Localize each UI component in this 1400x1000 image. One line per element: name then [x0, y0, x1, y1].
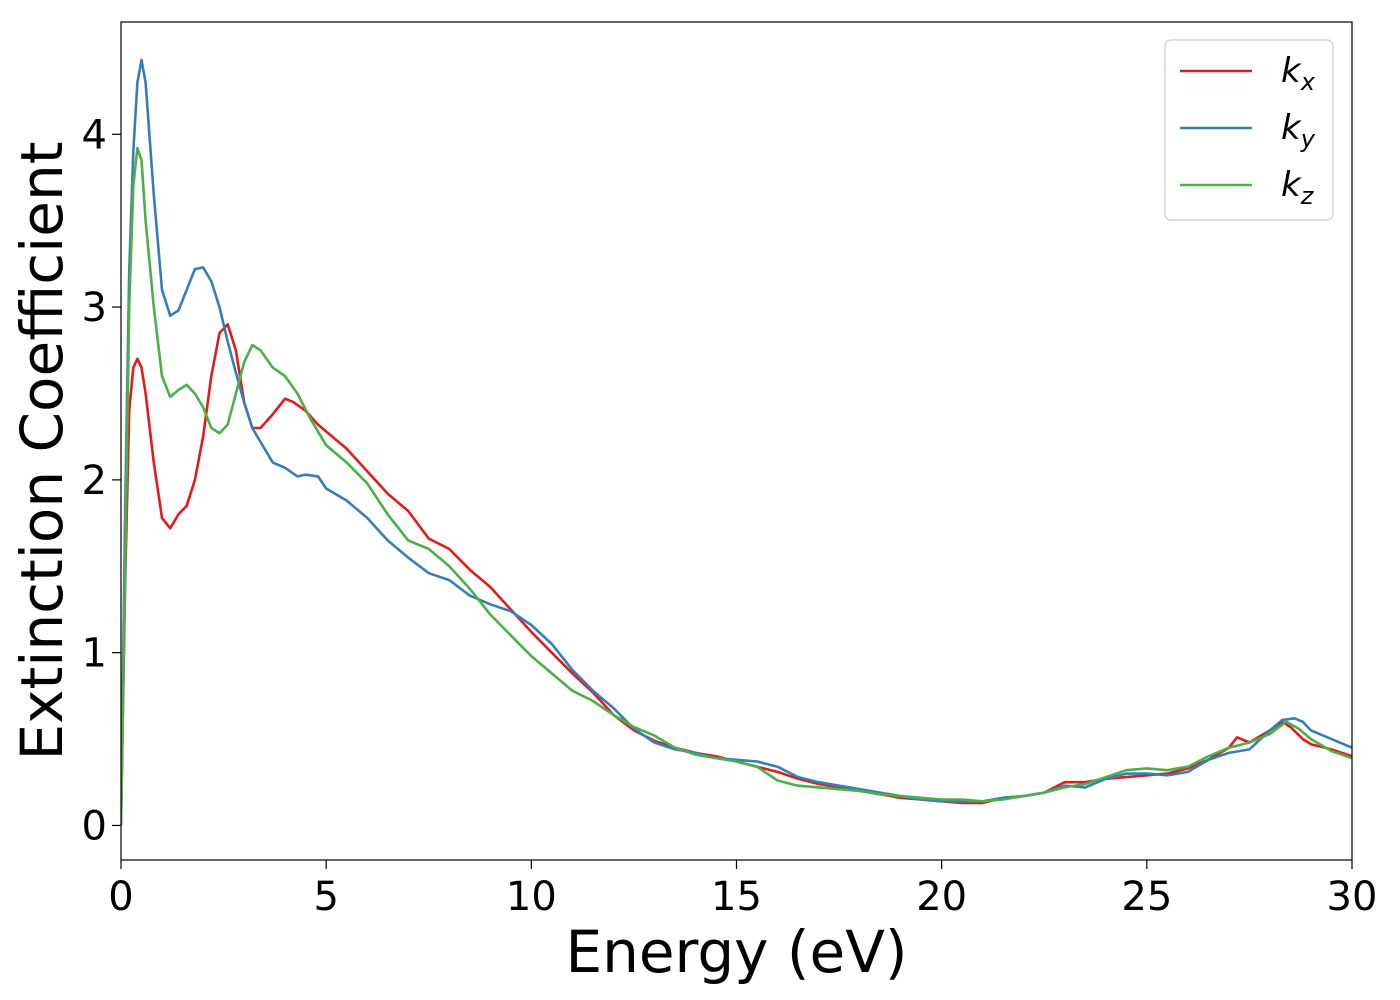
- x-tick-label: 10: [506, 874, 557, 920]
- y-axis-title: Extinction Coefficient: [8, 142, 76, 761]
- series-line-kx: [121, 323, 1352, 826]
- legend-label-kz: kz: [1281, 165, 1315, 210]
- x-tick-label: 25: [1121, 874, 1172, 920]
- series-line-ky: [121, 58, 1352, 826]
- x-tick-label: 20: [916, 874, 967, 920]
- legend-label-ky: ky: [1281, 108, 1316, 153]
- series-line-kz: [121, 146, 1352, 826]
- x-tick-label: 5: [313, 874, 338, 920]
- y-tick-label: 4: [82, 112, 107, 158]
- x-tick-label: 0: [108, 874, 133, 920]
- series-layer: [121, 58, 1352, 826]
- legend-box: [1164, 39, 1334, 221]
- legend-label-kx: kx: [1281, 51, 1316, 96]
- y-axis: 0 1 2 3 4: [82, 112, 121, 849]
- legend: kx ky kz: [1164, 39, 1334, 221]
- x-tick-label: 15: [711, 874, 762, 920]
- y-tick-label: 0: [82, 803, 107, 849]
- x-axis-title: Energy (eV): [565, 918, 907, 986]
- y-tick-label: 1: [82, 631, 107, 677]
- y-tick-label: 3: [82, 285, 107, 331]
- y-tick-label: 2: [82, 458, 107, 504]
- x-tick-label: 30: [1327, 874, 1378, 920]
- x-axis: 0 5 10 15 20 25 30: [108, 860, 1377, 920]
